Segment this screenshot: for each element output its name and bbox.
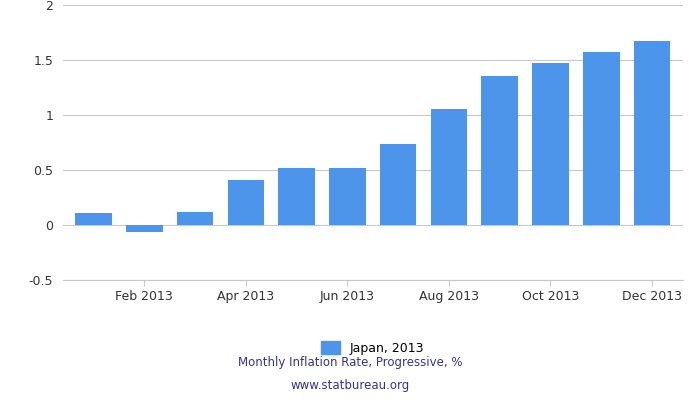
Bar [634, 41, 671, 225]
Bar [329, 168, 365, 225]
Bar [279, 168, 315, 225]
Bar [228, 180, 264, 225]
Bar [380, 144, 416, 225]
Bar [482, 76, 518, 225]
Legend: Japan, 2013: Japan, 2013 [321, 341, 424, 355]
Bar [176, 212, 214, 225]
Bar [126, 225, 162, 232]
Bar [430, 109, 467, 225]
Bar [532, 63, 569, 225]
Bar [583, 52, 620, 225]
Bar [75, 213, 112, 225]
Text: Monthly Inflation Rate, Progressive, %: Monthly Inflation Rate, Progressive, % [238, 356, 462, 369]
Text: www.statbureau.org: www.statbureau.org [290, 379, 410, 392]
